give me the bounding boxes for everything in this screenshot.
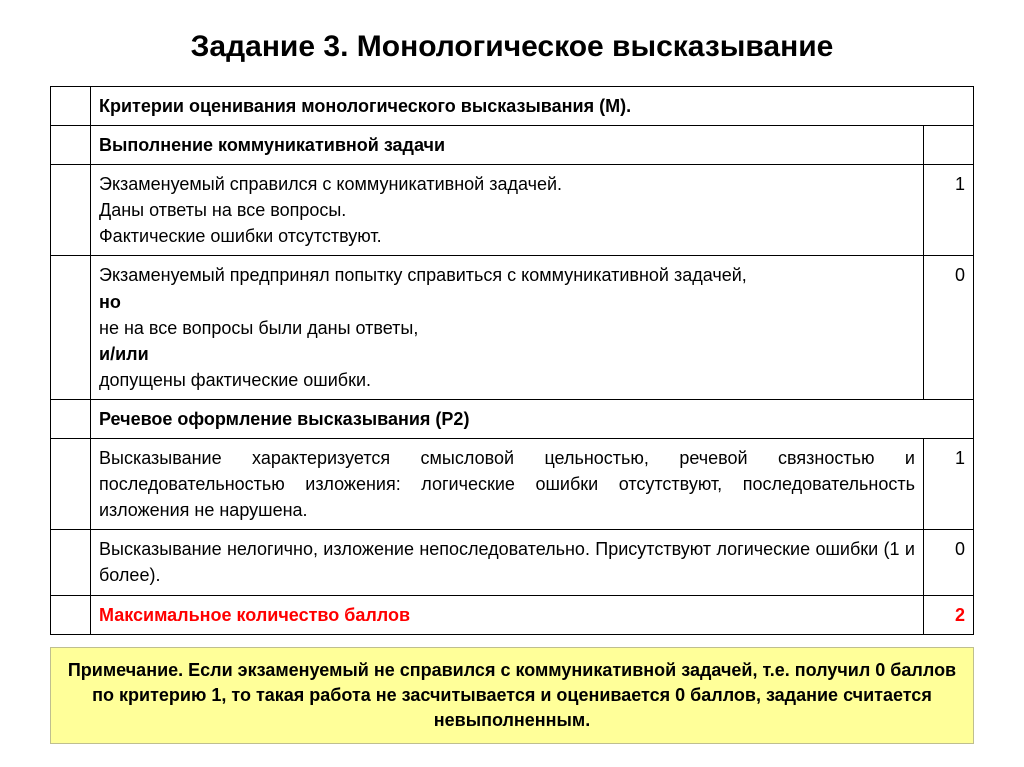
criteria-table: Критерии оценивания монологического выск… — [50, 86, 974, 635]
text-line: Экзаменуемый предпринял попытку справить… — [99, 265, 747, 285]
table-row: Экзаменуемый справился с коммуникативной… — [51, 165, 974, 256]
score-cell: 1 — [923, 165, 973, 256]
text-line: допущены фактические ошибки. — [99, 370, 371, 390]
blank-cell — [923, 126, 973, 165]
table-row: Экзаменуемый предпринял попытку справить… — [51, 256, 974, 399]
blank-cell — [51, 439, 91, 530]
max-score-value: 2 — [923, 595, 973, 634]
blank-cell — [51, 126, 91, 165]
blank-cell — [51, 530, 91, 595]
score-cell: 0 — [923, 256, 973, 399]
score-cell: 0 — [923, 530, 973, 595]
blank-cell — [51, 256, 91, 399]
blank-cell — [51, 399, 91, 438]
blank-cell — [51, 165, 91, 256]
table-row: Высказывание нелогично, изложение непосл… — [51, 530, 974, 595]
blank-cell — [51, 87, 91, 126]
page-title: Задание 3. Монологическое высказывание — [50, 30, 974, 64]
criteria-header: Критерии оценивания монологического выск… — [91, 87, 974, 126]
table-row: Речевое оформление высказывания (Р2) — [51, 399, 974, 438]
table-row: Выполнение коммуникативной задачи — [51, 126, 974, 165]
footnote: Примечание. Если экзаменуемый не справил… — [50, 647, 974, 745]
blank-cell — [51, 595, 91, 634]
text-bold: но — [99, 292, 121, 312]
text-bold: и/или — [99, 344, 149, 364]
text-line: не на все вопросы были даны ответы, — [99, 318, 418, 338]
criterion-text: Высказывание характеризуется смысловой ц… — [91, 439, 924, 530]
section-header: Речевое оформление высказывания (Р2) — [91, 399, 974, 438]
table-row: Критерии оценивания монологического выск… — [51, 87, 974, 126]
score-cell: 1 — [923, 439, 973, 530]
criterion-text: Высказывание нелогично, изложение непосл… — [91, 530, 924, 595]
table-row: Высказывание характеризуется смысловой ц… — [51, 439, 974, 530]
criterion-text: Экзаменуемый справился с коммуникативной… — [91, 165, 924, 256]
table-row: Максимальное количество баллов 2 — [51, 595, 974, 634]
max-score-label: Максимальное количество баллов — [91, 595, 924, 634]
section-header: Выполнение коммуникативной задачи — [91, 126, 924, 165]
criterion-text: Экзаменуемый предпринял попытку справить… — [91, 256, 924, 399]
